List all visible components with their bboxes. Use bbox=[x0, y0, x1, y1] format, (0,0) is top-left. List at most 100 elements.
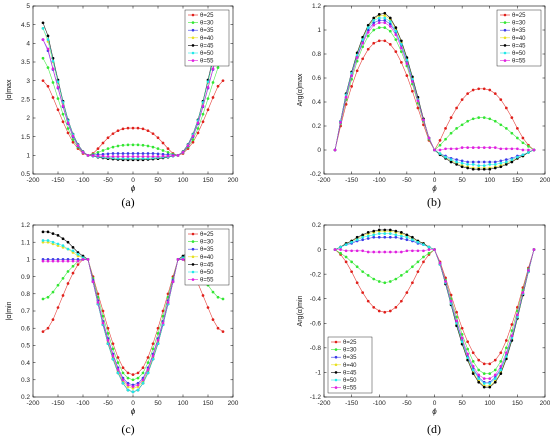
y-tick-label: -0.4 bbox=[310, 296, 322, 303]
legend-entry: θ=55 bbox=[200, 59, 214, 65]
data-point bbox=[56, 306, 60, 309]
data-point bbox=[400, 61, 403, 64]
data-point bbox=[161, 314, 165, 318]
data-point bbox=[71, 138, 75, 142]
data-point bbox=[411, 281, 414, 285]
data-point bbox=[405, 235, 409, 239]
y-tick-label: 0.2 bbox=[312, 222, 321, 229]
data-point bbox=[466, 340, 469, 344]
data-point bbox=[96, 154, 100, 158]
x-tick-label: 100 bbox=[484, 177, 495, 184]
y-tick-label: 0 bbox=[317, 147, 321, 154]
data-point bbox=[400, 39, 403, 43]
y-tick-label: -0.6 bbox=[310, 320, 322, 327]
data-point bbox=[66, 270, 70, 273]
y-tick-label: 1.2 bbox=[21, 222, 30, 229]
data-point bbox=[61, 120, 65, 124]
legend-entry: θ=40 bbox=[343, 363, 357, 369]
legend-entry: θ=25 bbox=[512, 13, 526, 19]
data-point bbox=[504, 346, 508, 350]
x-tick-label: 150 bbox=[203, 400, 214, 407]
data-point bbox=[216, 295, 220, 299]
data-point bbox=[339, 245, 342, 249]
legend-swatch-marker bbox=[191, 232, 195, 236]
data-point bbox=[411, 238, 414, 242]
data-point bbox=[482, 377, 486, 380]
data-point bbox=[141, 156, 145, 160]
y-tick-label: 1 bbox=[26, 153, 30, 160]
data-point bbox=[400, 299, 403, 303]
data-point bbox=[181, 258, 185, 261]
data-point bbox=[111, 347, 115, 351]
data-point bbox=[471, 146, 475, 149]
data-point bbox=[141, 143, 145, 147]
data-point bbox=[136, 383, 140, 387]
data-point bbox=[532, 148, 536, 152]
data-point bbox=[61, 244, 65, 247]
x-tick-label: -200 bbox=[26, 177, 39, 184]
chart-panel-d: -200 -150 -100 -50 0 50 100 150 200 -1.2 -1 -0.8 -0.… bbox=[297, 222, 550, 436]
data-point bbox=[388, 309, 392, 313]
x-tick-label: -150 bbox=[51, 177, 64, 184]
x-tick-label: 100 bbox=[178, 400, 189, 407]
data-point bbox=[101, 309, 105, 313]
data-point bbox=[504, 351, 508, 355]
data-point bbox=[56, 283, 60, 287]
y-tick-label: 3.5 bbox=[21, 59, 30, 66]
data-point bbox=[126, 126, 130, 130]
data-point bbox=[532, 248, 536, 251]
data-point bbox=[51, 318, 55, 321]
data-point bbox=[416, 270, 420, 274]
data-point bbox=[383, 235, 387, 239]
data-point bbox=[477, 380, 481, 384]
data-point bbox=[388, 280, 392, 283]
legend-swatch-marker bbox=[503, 59, 507, 62]
legend-swatch-marker bbox=[191, 28, 195, 32]
data-point bbox=[136, 126, 140, 130]
data-point bbox=[405, 291, 409, 294]
data-point bbox=[521, 141, 525, 145]
data-point bbox=[86, 258, 90, 261]
data-point bbox=[449, 116, 453, 119]
data-point bbox=[131, 385, 135, 389]
data-point bbox=[422, 118, 425, 122]
y-tick-label: 1.5 bbox=[21, 134, 30, 141]
data-point bbox=[121, 366, 125, 370]
data-point bbox=[146, 155, 150, 158]
data-point bbox=[449, 131, 453, 135]
data-point bbox=[361, 57, 365, 61]
series-θ=55 bbox=[333, 21, 536, 152]
data-point bbox=[76, 144, 80, 147]
data-point bbox=[400, 231, 403, 234]
data-point bbox=[344, 260, 348, 264]
x-axis-label: ϕ bbox=[131, 184, 136, 193]
data-point bbox=[350, 240, 353, 244]
data-point bbox=[151, 132, 155, 136]
data-point bbox=[151, 342, 155, 346]
data-point bbox=[416, 240, 420, 244]
data-point bbox=[51, 232, 55, 235]
data-point bbox=[383, 228, 387, 232]
data-point bbox=[66, 121, 70, 125]
data-point bbox=[488, 372, 492, 376]
data-point bbox=[377, 232, 381, 235]
panel-caption: (a) bbox=[121, 195, 134, 209]
data-point bbox=[56, 108, 60, 112]
data-point bbox=[521, 153, 525, 157]
data-point bbox=[156, 332, 160, 335]
data-point bbox=[161, 149, 165, 152]
data-point bbox=[361, 270, 365, 274]
data-point bbox=[493, 373, 497, 377]
data-point bbox=[151, 357, 155, 361]
data-point bbox=[181, 150, 185, 154]
data-point bbox=[196, 121, 200, 125]
data-point bbox=[71, 140, 75, 144]
data-point bbox=[482, 382, 486, 385]
y-tick-label: 0.2 bbox=[312, 123, 321, 130]
data-point bbox=[361, 238, 365, 242]
data-point bbox=[433, 148, 436, 152]
x-tick-label: 50 bbox=[459, 177, 467, 184]
data-point bbox=[96, 301, 100, 304]
data-point bbox=[61, 237, 65, 241]
data-point bbox=[510, 323, 514, 326]
